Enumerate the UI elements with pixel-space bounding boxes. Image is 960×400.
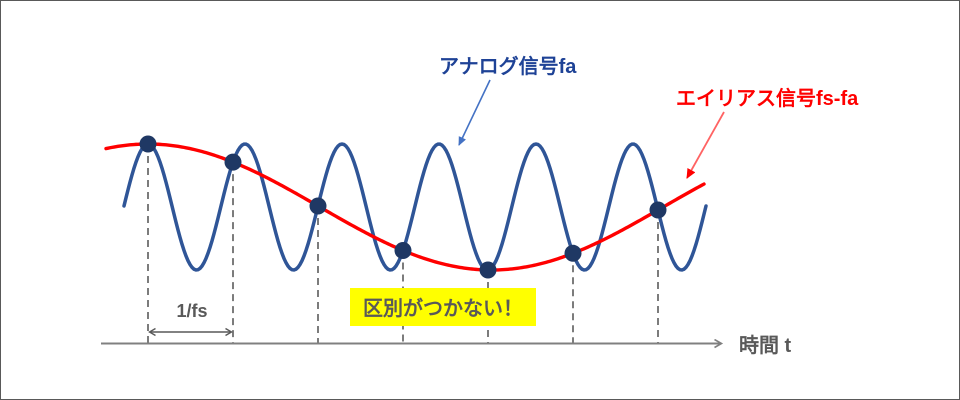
alias-signal-label: エイリアス信号fs-fa [676,88,859,110]
signal-wave [122,142,708,272]
sample-dot [139,135,157,153]
sample-dots [139,135,667,279]
sample-dot [394,242,412,259]
alias-pointer-arrow [686,111,725,179]
analog-signal-label: アナログ信号fa [439,56,577,78]
sample-dot [649,201,667,219]
sampling-interval-label: 1/fs [176,301,208,321]
sample-dashed-lines [147,144,659,344]
pointer-arrows [458,79,725,179]
analog-pointer-arrow [458,79,491,146]
sample-dot [309,197,327,215]
sample-dot [224,153,242,171]
indistinguishable-highlight-label: 区別がつかない！ [350,288,536,326]
sample-dot [564,244,582,262]
sample-dot [479,261,497,279]
time-axis-label: 時間 t [739,335,792,357]
